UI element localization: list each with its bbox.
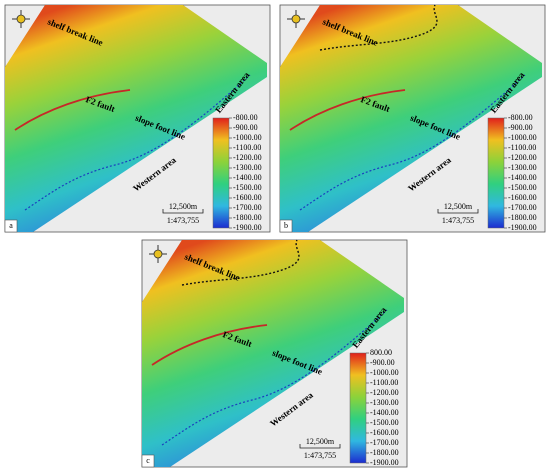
colorbar-label: -1500.00 xyxy=(233,183,262,192)
colorbar-label: -1100.00 xyxy=(370,378,398,387)
colorbar xyxy=(212,117,230,229)
fault-line xyxy=(151,324,268,366)
colorbar-label: -1400.00 xyxy=(233,173,262,182)
colorbar xyxy=(349,352,367,464)
shelf-break-line xyxy=(181,239,300,286)
scale-ratio: 1:473,755 xyxy=(304,451,336,460)
panel-label: c xyxy=(146,456,150,465)
depth-surface xyxy=(142,240,404,467)
scale-ratio: 1:473,755 xyxy=(442,216,474,225)
scale-bar xyxy=(162,209,204,214)
colorbar-label: -1900.00 xyxy=(233,223,262,232)
depth-surface xyxy=(5,5,267,232)
compass-rose xyxy=(153,249,163,259)
colorbar-label: -1900.00 xyxy=(508,223,537,232)
colorbar-label: -1600.00 xyxy=(508,193,537,202)
colorbar-label: -1800.00 xyxy=(233,213,262,222)
compass-rose xyxy=(16,14,26,24)
colorbar-label: -1200.00 xyxy=(370,388,399,397)
shelf-break-line xyxy=(319,4,438,51)
scale-ratio: 1:473,755 xyxy=(167,216,199,225)
panel-label: a xyxy=(9,221,13,230)
colorbar-label: -1700.00 xyxy=(233,203,262,212)
colorbar-label: -1400.00 xyxy=(370,408,399,417)
colorbar-label: -1600.00 xyxy=(370,428,399,437)
colorbar-label: -1400.00 xyxy=(508,173,537,182)
compass-rose xyxy=(291,14,301,24)
colorbar-label: -1700.00 xyxy=(370,438,399,447)
compass xyxy=(287,10,305,28)
colorbar-label: -1800.00 xyxy=(370,448,399,457)
colorbar-label: -1100.00 xyxy=(508,143,536,152)
colorbar-label: -900.00 xyxy=(508,123,533,132)
panel-label-box xyxy=(4,219,18,233)
slope-foot-line xyxy=(299,74,526,211)
scale-length: 12,500m xyxy=(444,202,473,211)
fault-line xyxy=(14,89,131,131)
colorbar-label: -1300.00 xyxy=(508,163,537,172)
colorbar-label: -1500.00 xyxy=(508,183,537,192)
colorbar-label: -1000.00 xyxy=(233,133,262,142)
colorbar-label: -800.00 xyxy=(233,113,258,122)
scale-length: 12,500m xyxy=(306,437,335,446)
colorbar-label: -1700.00 xyxy=(508,203,537,212)
scale-bar xyxy=(299,444,341,449)
panel-label-box xyxy=(141,454,155,468)
colorbar-label: -1200.00 xyxy=(233,153,262,162)
colorbar-label: -1100.00 xyxy=(233,143,261,152)
colorbar-label: -1000.00 xyxy=(370,368,399,377)
colorbar-label: -800.00 xyxy=(508,113,533,122)
colorbar-label: 800.00 xyxy=(370,348,392,357)
colorbar-label: -1500.00 xyxy=(370,418,399,427)
slope-foot-line xyxy=(24,74,251,211)
colorbar-label: -1000.00 xyxy=(508,133,537,142)
compass xyxy=(149,245,167,263)
panel-label: b xyxy=(284,221,288,230)
fault-line xyxy=(289,89,406,131)
panel-label-box xyxy=(279,219,293,233)
colorbar-label: -1600.00 xyxy=(233,193,262,202)
scale-bar xyxy=(437,209,479,214)
slope-foot-line xyxy=(161,309,388,446)
colorbar-label: -1300.00 xyxy=(233,163,262,172)
colorbar-label: -1200.00 xyxy=(508,153,537,162)
colorbar-label: -1900.00 xyxy=(370,458,399,467)
colorbar-label: -900.00 xyxy=(370,358,395,367)
compass xyxy=(12,10,30,28)
depth-surface xyxy=(280,5,542,232)
colorbar-label: -1800.00 xyxy=(508,213,537,222)
colorbar xyxy=(487,117,505,229)
colorbar-label: -1300.00 xyxy=(370,398,399,407)
scale-length: 12,500m xyxy=(169,202,198,211)
colorbar-label: -900.00 xyxy=(233,123,258,132)
